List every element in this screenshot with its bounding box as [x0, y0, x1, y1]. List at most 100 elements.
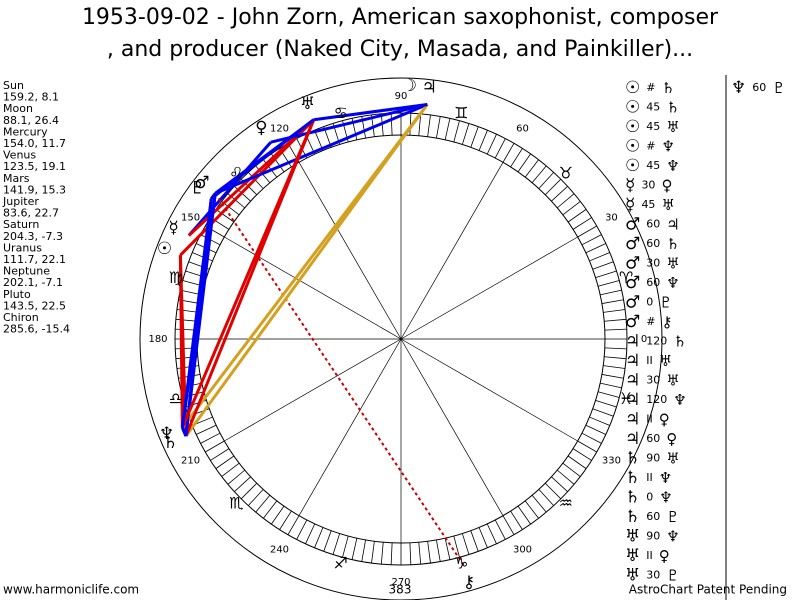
- degree-label: 240: [270, 544, 289, 555]
- ring-tick: [227, 469, 245, 485]
- ring-tick: [538, 172, 554, 189]
- ring-tick: [470, 126, 479, 148]
- sign-glyph: ♋: [334, 103, 348, 122]
- aspect-entry: ☉ # ♄: [625, 78, 675, 98]
- degree-label: 180: [148, 334, 167, 345]
- ring-tick: [557, 469, 575, 485]
- aspect-aspect: 60: [646, 237, 660, 250]
- aspect-p2: ♅: [666, 449, 679, 467]
- ring-tick: [192, 252, 213, 262]
- ring-tick: [305, 523, 316, 544]
- planet-position: 204.3, -7.3: [3, 230, 63, 243]
- degree-spoke: [224, 236, 402, 340]
- aspect-line: [181, 103, 429, 429]
- aspect-p1: ♄: [625, 488, 640, 508]
- planet-glyph: ♆: [159, 424, 174, 444]
- aspect-p1: ☉: [625, 156, 640, 176]
- aspect-p2: ♅: [661, 196, 674, 214]
- ring-tick: [263, 500, 278, 519]
- aspect-aspect: 60: [646, 432, 660, 445]
- aspect-aspect: 30: [646, 374, 660, 387]
- degree-spoke: [298, 162, 402, 340]
- planet-glyph: ☽: [402, 76, 417, 96]
- aspect-p1: ♆: [731, 78, 746, 98]
- ring-tick: [453, 120, 460, 143]
- ring-tick: [279, 510, 292, 530]
- ring-tick: [581, 432, 602, 444]
- planet-glyph: ♅: [300, 94, 315, 114]
- aspect-p1: ♄: [625, 449, 640, 469]
- planet-position: 111.7, 22.1: [3, 253, 66, 266]
- aspect-entry: ♂ 60 ♃: [625, 215, 680, 235]
- aspect-entry: ☉ 45 ♅: [625, 117, 680, 137]
- ring-tick: [296, 519, 308, 540]
- aspect-entry: ♄ 0 ♆: [625, 488, 673, 508]
- ring-tick: [600, 382, 622, 389]
- sign-glyph: ♌: [229, 164, 243, 183]
- planet-position: 154.0, 11.7: [3, 137, 66, 150]
- footer-right: AstroChart Patent Pending: [629, 583, 787, 597]
- aspect-p1: ☉: [625, 78, 640, 98]
- aspect-p1: ♅: [625, 566, 640, 586]
- ring-tick: [595, 399, 617, 408]
- aspect-p2: ♄: [666, 235, 679, 253]
- aspect-entry: ♄ 90 ♅: [625, 449, 680, 469]
- ring-tick: [486, 134, 497, 155]
- aspect-p2: ♃: [666, 215, 679, 233]
- aspect-entry: ☉ # ♆: [625, 137, 675, 157]
- degree-spoke: [400, 338, 504, 516]
- ring-tick: [544, 178, 562, 196]
- aspect-p1: ♄: [625, 468, 640, 488]
- ring-tick: [314, 130, 324, 151]
- aspect-p1: ♂: [625, 254, 640, 274]
- sign-glyph: ♑: [454, 554, 468, 573]
- aspect-p1: ♂: [625, 234, 640, 254]
- ring-tick: [210, 448, 230, 461]
- aspect-entry: ♅ 30 ♇: [625, 566, 680, 586]
- aspect-entry: ☉ 45 ♄: [625, 98, 680, 118]
- aspect-p2: ♀: [659, 410, 670, 428]
- planet-name: Venus: [3, 149, 36, 162]
- aspect-line: [214, 192, 466, 567]
- aspect-entry: ☿ 30 ♀: [625, 176, 672, 196]
- aspect-p2: ♆: [661, 137, 674, 155]
- aspect-entry: ♄ 60 ♇: [625, 507, 680, 527]
- ring-tick: [585, 243, 606, 254]
- ring-tick: [215, 209, 235, 223]
- aspect-p2: ♆: [666, 527, 679, 545]
- degree-spoke: [400, 338, 578, 442]
- aspect-entry: ♃ 60 ♀: [625, 429, 677, 449]
- planet-name: Saturn: [3, 218, 39, 231]
- aspect-line: [313, 102, 428, 122]
- aspect-p1: ♅: [625, 546, 640, 566]
- sign-glyph: ♉: [559, 164, 573, 183]
- aspect-p1: ♄: [625, 507, 640, 527]
- degree-label: 30: [605, 213, 618, 224]
- degree-spoke: [400, 236, 578, 340]
- ring-tick: [494, 138, 506, 159]
- ring-tick: [332, 533, 341, 555]
- ring-tick: [597, 391, 620, 398]
- ring-tick: [502, 515, 515, 535]
- aspect-p2: ♆: [666, 157, 679, 175]
- aspect-entry: ♅ 90 ♆: [625, 527, 680, 547]
- title-line: , and producer (Naked City, Masada, and …: [107, 37, 693, 62]
- ring-tick: [287, 515, 300, 535]
- degree-label: 120: [270, 124, 289, 135]
- planet-position: 141.9, 15.3: [3, 183, 66, 196]
- ring-tick: [444, 538, 451, 560]
- aspect-aspect: 30: [641, 179, 655, 192]
- aspect-entry: ♂ 0 ♇: [625, 293, 673, 313]
- ring-tick: [531, 495, 547, 513]
- aspect-aspect: II: [646, 471, 653, 484]
- planet-position: 83.6, 22.7: [3, 207, 59, 220]
- aspect-p1: ♃: [625, 429, 640, 449]
- ring-tick: [494, 519, 506, 540]
- ring-tick: [597, 280, 620, 287]
- degree-label: 150: [181, 213, 200, 224]
- ring-tick: [502, 143, 515, 163]
- aspect-p2: ♄: [666, 98, 679, 116]
- aspect-p1: ☉: [625, 137, 640, 157]
- sign-glyph: ♈: [619, 268, 633, 287]
- ring-tick: [601, 374, 624, 379]
